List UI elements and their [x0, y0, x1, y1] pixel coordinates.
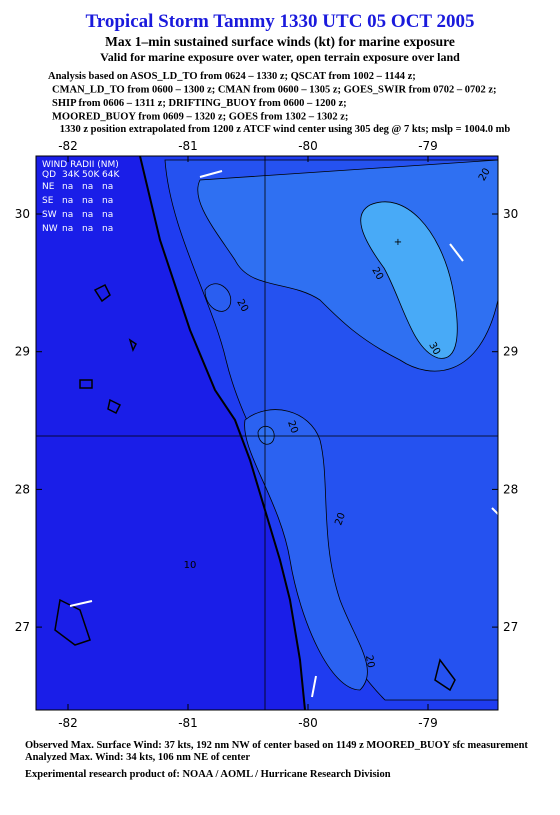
- contour-label: 20: [333, 511, 348, 527]
- analysis-notes: Analysis based on ASOS_LD_TO from 0624 –…: [48, 71, 497, 123]
- center-mark: +: [394, 237, 402, 248]
- radii-header: QD: [42, 170, 56, 180]
- position-note: 1330 z position extrapolated from 1200 z…: [60, 124, 511, 135]
- radii-cell: NW: [42, 224, 58, 234]
- map-frame: [35, 155, 499, 711]
- subtitle: Max 1–min sustained surface winds (kt) f…: [105, 34, 455, 49]
- radii-header: 64K: [102, 170, 120, 180]
- contour-area: [244, 409, 368, 691]
- lat-tick-label: 27: [15, 620, 30, 634]
- lon-tick-label: -81: [178, 716, 198, 730]
- lat-tick-label: 27: [503, 620, 518, 634]
- lon-tick-label: -81: [178, 139, 198, 153]
- footer-line: Observed Max. Surface Wind: 37 kts, 192 …: [25, 740, 528, 751]
- radii-cell: na: [102, 210, 113, 220]
- lat-tick-label: 29: [503, 345, 518, 359]
- footer-line: Experimental research product of: NOAA /…: [25, 769, 391, 780]
- lat-tick-label: 28: [503, 482, 518, 496]
- analysis-line: Analysis based on ASOS_LD_TO from 0624 –…: [48, 71, 416, 82]
- contour-area: [360, 201, 458, 359]
- title: Tropical Storm Tammy 1330 UTC 05 OCT 200…: [86, 11, 475, 32]
- wind-arrow: [199, 170, 223, 178]
- radii-cell: na: [82, 224, 93, 234]
- radii-title: WIND RADII (NM): [42, 160, 119, 170]
- radii-cell: na: [62, 182, 73, 192]
- radii-cell: na: [102, 196, 113, 206]
- lon-tick-label: -80: [298, 139, 318, 153]
- radii-header: 50K: [82, 170, 100, 180]
- radii-cell: na: [62, 224, 73, 234]
- radii-cell: na: [82, 210, 93, 220]
- radii-cell: na: [82, 182, 93, 192]
- lon-tick-label: -80: [298, 716, 318, 730]
- radii-cell: SE: [42, 196, 54, 206]
- radii-header: 34K: [62, 170, 80, 180]
- lat-tick-label: 30: [503, 207, 518, 221]
- lon-tick-label: -82: [58, 139, 78, 153]
- contour-label: 10: [184, 560, 197, 571]
- lat-tick-label: 28: [15, 482, 30, 496]
- lat-tick-label: 30: [15, 207, 30, 221]
- radii-cell: na: [62, 196, 73, 206]
- wind-arrow: [69, 600, 93, 607]
- lon-tick-label: -79: [418, 139, 438, 153]
- lon-tick-label: -82: [58, 716, 78, 730]
- radii-cell: na: [102, 224, 113, 234]
- contour-area: [204, 283, 232, 312]
- contour-label: 20: [285, 419, 300, 435]
- lakes: [54, 283, 456, 692]
- subtitle: Valid for marine exposure over water, op…: [100, 50, 460, 64]
- contour-area: [257, 425, 275, 445]
- radii-cell: SW: [42, 210, 57, 220]
- lat-tick-label: 29: [15, 345, 30, 359]
- analysis-line: SHIP from 0606 – 1311 z; DRIFTING_BUOY f…: [52, 98, 347, 109]
- analysis-line: CMAN_LD_TO from 0600 – 1300 z; CMAN from…: [52, 85, 497, 96]
- wind-arrow: [491, 507, 498, 516]
- lon-tick-label: -79: [418, 716, 438, 730]
- radii-cell: na: [62, 210, 73, 220]
- wind-arrow: [449, 243, 464, 262]
- land: [36, 156, 305, 710]
- radii-cell: NE: [42, 182, 55, 192]
- footer: Observed Max. Surface Wind: 37 kts, 192 …: [25, 740, 528, 780]
- footer-line: Analyzed Max. Wind: 34 kts, 106 nm NE of…: [25, 752, 250, 763]
- contour-label: 20: [363, 654, 376, 668]
- coastline: [139, 156, 306, 710]
- radii-cell: na: [82, 196, 93, 206]
- wind-arrow: [311, 675, 317, 698]
- radii-cell: na: [102, 182, 113, 192]
- analysis-line: MOORED_BUOY from 0609 – 1320 z; GOES fro…: [52, 112, 348, 123]
